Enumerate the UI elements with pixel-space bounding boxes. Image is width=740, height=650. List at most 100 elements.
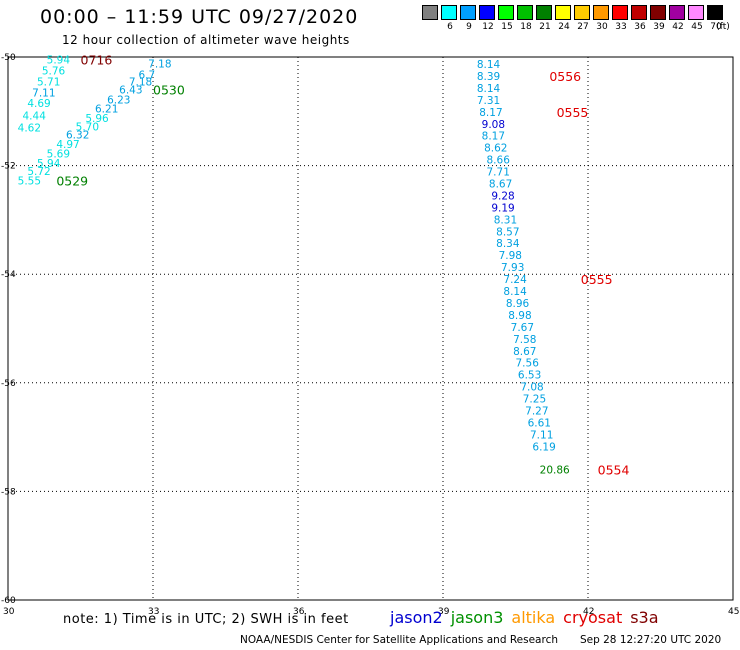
x-tick-label: 45	[728, 607, 739, 617]
x-tick-label: 42	[583, 607, 594, 617]
y-tick-label: -52	[1, 162, 16, 172]
legend-swatch	[593, 5, 609, 20]
legend-swatch	[612, 5, 628, 20]
wave-height-value: 8.96	[506, 298, 530, 310]
legend-label: 21	[539, 22, 551, 32]
legend-label: 24	[558, 22, 570, 32]
wave-height-value: 8.14	[477, 59, 501, 71]
wave-height-value: 6.43	[119, 85, 142, 97]
wave-height-value: 6.32	[66, 130, 89, 142]
satellite-name: cryosat	[563, 608, 623, 627]
legend-swatch	[707, 5, 723, 20]
wave-height-value: 8.34	[496, 238, 520, 250]
wave-height-value: 6.23	[107, 94, 130, 106]
legend-swatch	[650, 5, 666, 20]
pass-time-label: 0530	[153, 83, 185, 98]
wave-height-value: 7.71	[487, 167, 510, 179]
y-tick-label: -54	[1, 270, 16, 280]
legend-swatch	[669, 5, 685, 20]
legend-swatch	[479, 5, 495, 20]
legend-label: 42	[672, 22, 684, 32]
wave-height-value: 8.14	[477, 83, 501, 95]
wave-height-value: 7.67	[511, 322, 534, 334]
y-tick-label: -60	[1, 596, 16, 606]
legend-swatch	[555, 5, 571, 20]
wave-height-value: 8.17	[482, 131, 505, 143]
wave-height-value: 9.19	[491, 202, 514, 214]
wave-height-value: 7.27	[525, 405, 548, 417]
wave-height-value: 6.21	[95, 104, 118, 116]
legend-label: 70	[710, 22, 722, 32]
wave-height-value: 7.98	[499, 250, 522, 262]
x-tick-label: 36	[293, 607, 305, 617]
wave-height-value: 7.58	[513, 334, 536, 346]
wave-height-value: 5.70	[76, 122, 99, 134]
wave-height-value: 5.69	[47, 149, 70, 161]
map-tick-labels: 30 33 36 39 42 45 -50 -52 -54 -56 -58 -60	[1, 53, 739, 617]
footer-note: note: 1) Time is in UTC; 2) SWH is in fe…	[63, 612, 349, 627]
y-tick-label: -56	[1, 379, 16, 389]
footer-timestamp: Sep 28 12:27:20 UTC 2020	[580, 634, 722, 646]
wave-height-value: 6.7	[139, 69, 156, 81]
legend-label: 30	[596, 22, 608, 32]
wave-height-values: 5.945.765.717.114.694.444.627.186.77.186…	[18, 55, 570, 477]
satellite-legend: jason2 jason3 altika cryosat s3a	[390, 608, 667, 627]
wave-height-value: 4.97	[56, 139, 79, 151]
y-tick-label: -50	[1, 53, 16, 63]
wave-height-value: 7.24	[503, 274, 527, 286]
wave-height-value: 4.62	[18, 123, 41, 135]
wave-height-value: 7.18	[129, 76, 152, 88]
pass-time-label: 0716	[81, 53, 113, 68]
legend-unit: (ft)	[716, 22, 730, 32]
wave-height-value: 7.08	[520, 382, 543, 394]
wave-height-value: 7.25	[523, 394, 546, 406]
legend-swatch	[422, 5, 438, 20]
wave-height-value: 9.28	[491, 190, 514, 202]
wave-height-value: 7.18	[148, 59, 171, 71]
legend-label: 9	[466, 22, 472, 32]
legend-swatch	[517, 5, 533, 20]
wave-height-value: 7.93	[501, 262, 524, 274]
wave-height-value: 6.19	[532, 441, 555, 453]
satellite-name: jason2	[390, 608, 443, 627]
chart-subtitle: 12 hour collection of altimeter wave hei…	[62, 33, 350, 47]
satellite-name: altika	[511, 608, 556, 627]
legend-label: 18	[520, 22, 532, 32]
legend-swatch	[688, 5, 704, 20]
wave-height-value: 5.94	[37, 158, 61, 170]
wave-height-value: 8.67	[513, 346, 536, 358]
legend-swatch	[536, 5, 552, 20]
wave-height-value: 7.11	[530, 429, 553, 441]
pass-time-labels: 0716 0530 0529 0556 0555 0555 0554	[56, 53, 629, 478]
pass-time-label: 0555	[581, 272, 613, 287]
wave-height-value: 4.44	[23, 111, 47, 123]
legend-swatch	[631, 5, 647, 20]
pass-time-label: 0529	[56, 173, 88, 188]
legend-swatch	[441, 5, 457, 20]
wave-height-value: 8.17	[479, 107, 502, 119]
legend-label: 6	[447, 22, 453, 32]
x-tick-label: 39	[438, 607, 450, 617]
legend-label: 33	[615, 22, 627, 32]
pass-time-label: 0555	[557, 105, 589, 120]
wave-height-value: 5.96	[85, 113, 109, 125]
pass-time-label: 0556	[549, 69, 581, 84]
wave-height-value: 9.08	[482, 119, 505, 131]
wave-height-value: 6.61	[528, 417, 551, 429]
wave-height-value: 5.72	[27, 166, 50, 178]
map-frame	[7, 56, 734, 601]
wave-height-value: 7.11	[32, 87, 55, 99]
wave-height-value: 5.55	[18, 175, 41, 187]
map-gridlines	[8, 57, 733, 600]
wave-height-value: 8.57	[496, 226, 519, 238]
wave-height-value: 8.39	[477, 71, 500, 83]
wave-height-value: 8.62	[484, 143, 507, 155]
wave-height-value: 8.98	[508, 310, 531, 322]
legend-label: 39	[653, 22, 665, 32]
wave-height-value: 5.94	[47, 55, 71, 67]
wave-height-value: 7.31	[477, 95, 500, 107]
legend-label: 15	[501, 22, 513, 32]
wave-height-value: 5.76	[42, 66, 66, 78]
x-tick-label: 33	[148, 607, 159, 617]
